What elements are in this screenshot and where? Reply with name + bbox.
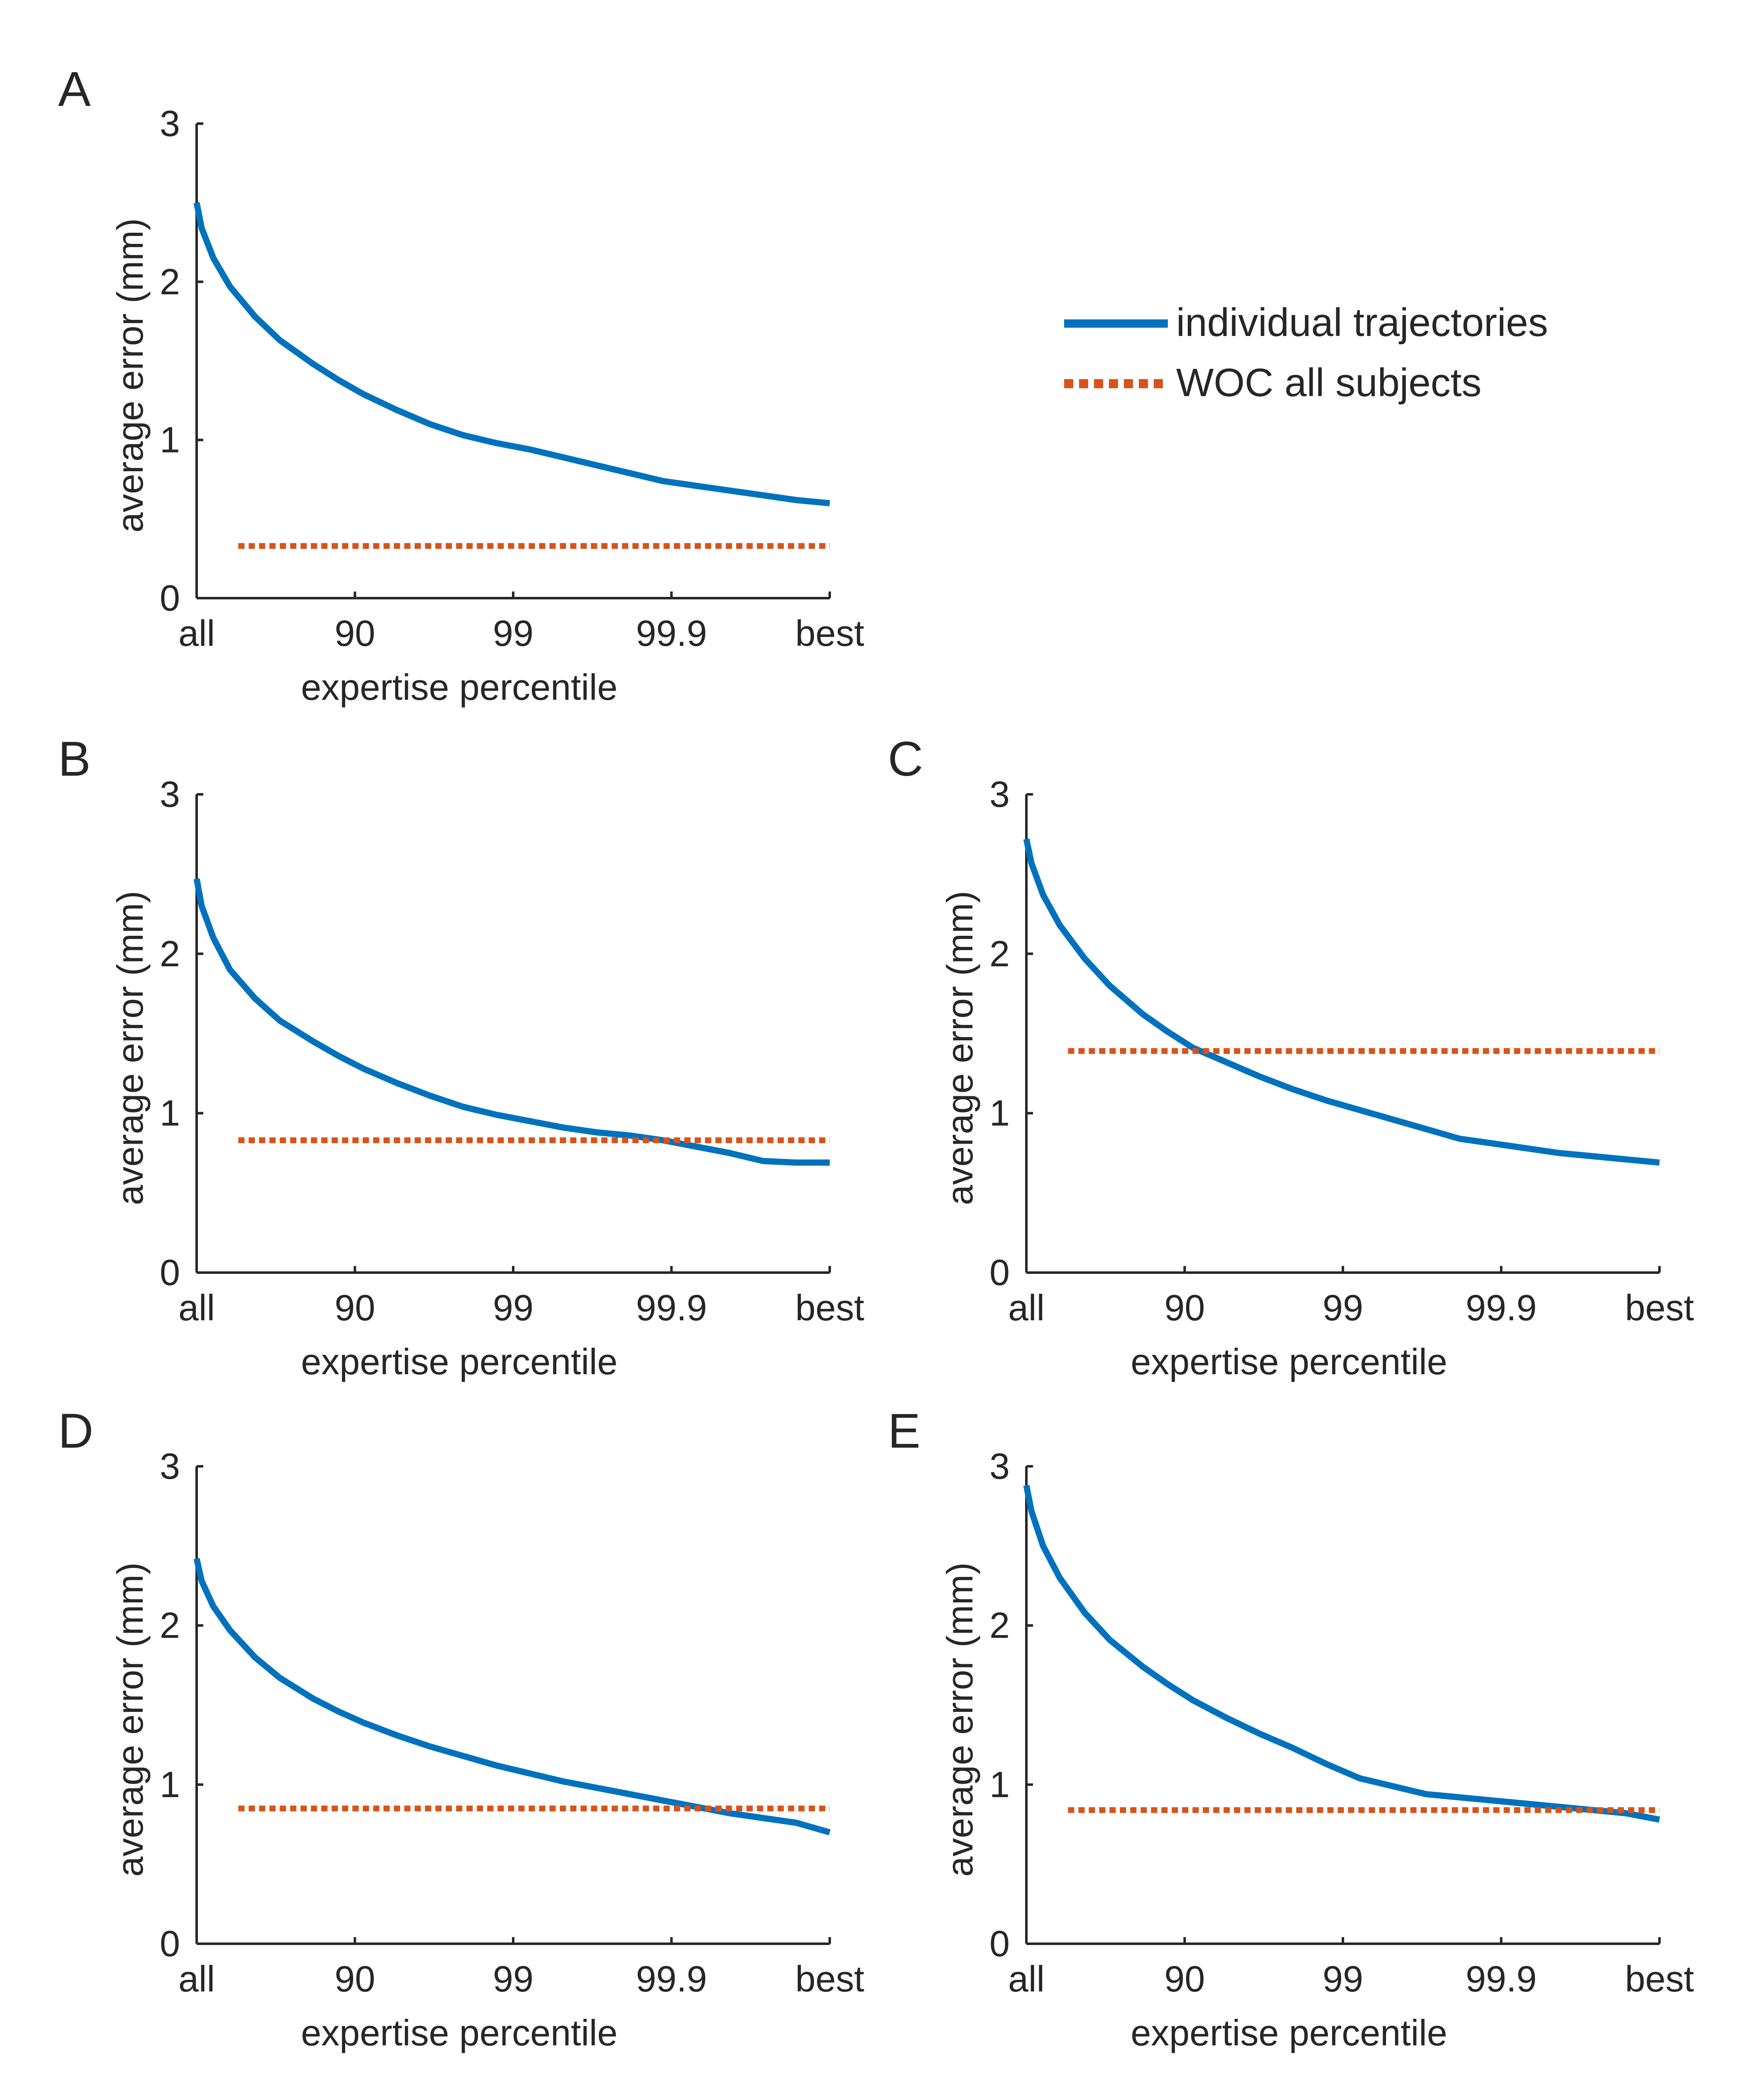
individual-trajectories-line bbox=[193, 878, 830, 1166]
y-tick-label: 1 bbox=[989, 1764, 1010, 1805]
x-tick-label: all bbox=[178, 613, 215, 654]
x-tick-label: 90 bbox=[335, 1287, 375, 1328]
y-tick-label: 3 bbox=[160, 774, 180, 815]
x-tick-label: best bbox=[1625, 1958, 1694, 1999]
panel-c: C 0 1 2 3 all 90 99 99.9 best expertise percentile… bbox=[888, 732, 1694, 1382]
panel-d: D 0 1 2 3 all 90 99 99.9 best expertise percentile… bbox=[58, 1404, 864, 2053]
panel-letter: D bbox=[58, 1404, 93, 1458]
x-tick-label: all bbox=[1008, 1958, 1045, 1999]
x-tick-label: 99 bbox=[1323, 1287, 1363, 1328]
y-tick-label: 2 bbox=[160, 261, 180, 302]
panel-letter: B bbox=[58, 732, 91, 786]
x-tick-label: 99 bbox=[493, 1958, 534, 1999]
y-tick-label: 1 bbox=[160, 1764, 180, 1805]
y-axis-label: average error (mm) bbox=[110, 218, 151, 533]
y-tick-label: 1 bbox=[160, 419, 180, 460]
x-tick-label: all bbox=[1008, 1287, 1045, 1328]
legend-label: WOC all subjects bbox=[1176, 360, 1481, 405]
y-tick-label: 0 bbox=[989, 1252, 1010, 1293]
panel-letter: C bbox=[888, 732, 923, 786]
y-axis-label: average error (mm) bbox=[110, 1563, 151, 1877]
y-tick-label: 0 bbox=[160, 1252, 180, 1293]
y-tick-label: 3 bbox=[160, 1446, 180, 1487]
legend-label: individual trajectories bbox=[1176, 300, 1548, 345]
panels: A 0 1 2 3 all 90 99 99.9 best expertise percentile… bbox=[58, 62, 1694, 2053]
y-axis-label: average error (mm) bbox=[110, 891, 151, 1205]
y-tick-label: 0 bbox=[160, 1923, 180, 1964]
y-tick-label: 2 bbox=[989, 1605, 1010, 1646]
x-axis-label: expertise percentile bbox=[1131, 2012, 1447, 2053]
x-tick-label: all bbox=[178, 1287, 215, 1328]
individual-trajectories-line bbox=[1023, 838, 1660, 1166]
y-tick-label: 0 bbox=[989, 1923, 1010, 1964]
x-tick-label: 90 bbox=[335, 613, 375, 654]
individual-trajectories-line bbox=[1023, 1485, 1660, 1823]
x-tick-label: 90 bbox=[335, 1958, 375, 1999]
x-tick-label: best bbox=[1625, 1287, 1694, 1328]
panel-b: B 0 1 2 3 all 90 99 99.9 best expertise percentile… bbox=[58, 732, 864, 1382]
panel-e: E 0 1 2 3 all 90 99 99.9 best expertise percentile… bbox=[888, 1404, 1694, 2053]
x-axis-label: expertise percentile bbox=[301, 1341, 617, 1382]
x-tick-label: 99.9 bbox=[1466, 1287, 1537, 1328]
y-tick-label: 2 bbox=[989, 933, 1010, 974]
x-tick-label: 90 bbox=[1165, 1958, 1205, 1999]
x-tick-label: 99.9 bbox=[636, 1287, 707, 1328]
x-tick-label: 99.9 bbox=[636, 1958, 707, 1999]
x-tick-label: 99 bbox=[493, 613, 534, 654]
y-tick-label: 0 bbox=[160, 577, 180, 618]
x-tick-label: all bbox=[178, 1958, 215, 1999]
y-axis-label: average error (mm) bbox=[939, 1563, 980, 1877]
y-tick-label: 2 bbox=[160, 1605, 180, 1646]
x-tick-label: 90 bbox=[1165, 1287, 1205, 1328]
y-axis-label: average error (mm) bbox=[939, 891, 980, 1205]
x-tick-label: 99.9 bbox=[1466, 1958, 1537, 1999]
y-tick-label: 3 bbox=[989, 1446, 1010, 1487]
x-tick-label: 99.9 bbox=[636, 613, 707, 654]
legend: individual trajectories WOC all subjects bbox=[1064, 300, 1548, 405]
individual-trajectories-line bbox=[193, 1558, 831, 1835]
y-tick-label: 1 bbox=[989, 1093, 1010, 1134]
y-tick-label: 3 bbox=[160, 103, 180, 144]
individual-trajectories-line bbox=[193, 202, 830, 506]
panel-letter: A bbox=[58, 62, 91, 117]
x-axis-label: expertise percentile bbox=[1131, 1341, 1447, 1382]
y-tick-label: 2 bbox=[160, 933, 180, 974]
x-tick-label: best bbox=[795, 1287, 864, 1328]
x-tick-label: 99 bbox=[493, 1287, 534, 1328]
x-tick-label: best bbox=[795, 613, 864, 654]
y-tick-label: 1 bbox=[160, 1093, 180, 1134]
panel-letter: E bbox=[888, 1404, 921, 1458]
panel-a: A 0 1 2 3 all 90 99 99.9 best expertise percentile… bbox=[58, 62, 864, 708]
x-axis-label: expertise percentile bbox=[301, 2012, 617, 2053]
x-tick-label: 99 bbox=[1323, 1958, 1363, 1999]
y-tick-label: 3 bbox=[989, 774, 1010, 815]
x-tick-label: best bbox=[795, 1958, 864, 1999]
x-axis-label: expertise percentile bbox=[301, 667, 617, 708]
